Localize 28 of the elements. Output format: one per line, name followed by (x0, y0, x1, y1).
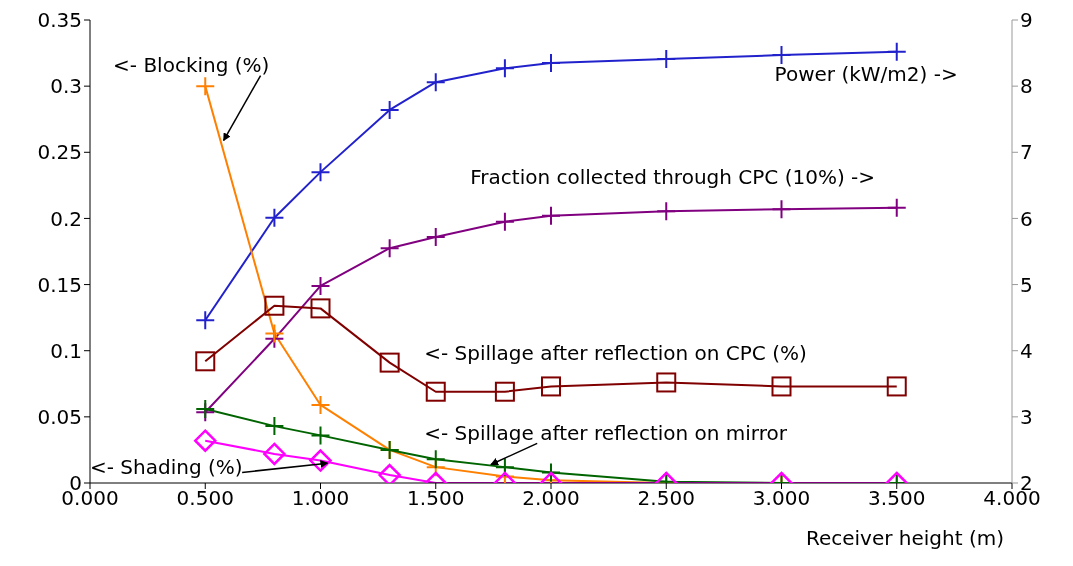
y-tick-label: 0.15 (37, 272, 82, 297)
y2-tick-label: 4 (1020, 338, 1033, 363)
annotation: <- Spillage after reflection on CPC (%) (424, 340, 807, 365)
y2-tick-label: 8 (1020, 74, 1033, 99)
y-tick-label: 0.3 (50, 74, 82, 99)
annotation: <- Shading (%) (90, 454, 243, 479)
y2-tick-label: 3 (1020, 404, 1033, 429)
x-tick-label: 3.500 (868, 486, 926, 511)
x-axis-title: Receiver height (m) (805, 526, 1004, 550)
x-tick-label: 1.500 (407, 486, 465, 511)
y2-tick-label: 6 (1020, 206, 1033, 231)
y2-tick-label: 5 (1020, 272, 1033, 297)
annotation: Fraction collected through CPC (10%) -> (470, 165, 876, 190)
y2-tick-label: 9 (1020, 8, 1033, 33)
y-tick-label: 0.25 (37, 140, 82, 165)
annotation: <- Blocking (%) (113, 52, 270, 77)
y2-tick-label: 7 (1020, 140, 1033, 165)
y-tick-label: 0.05 (37, 404, 82, 429)
x-tick-label: 0.500 (176, 486, 234, 511)
y-tick-label: 0.1 (50, 338, 82, 363)
x-tick-label: 2.000 (522, 486, 580, 511)
x-tick-label: 1.000 (291, 486, 350, 511)
x-tick-label: 2.500 (637, 486, 695, 511)
annotation: <- Spillage after reflection on mirror (424, 420, 788, 445)
y-tick-label: 0.2 (50, 206, 82, 231)
x-tick-label: 3.000 (752, 486, 811, 511)
annotation: Power (kW/m2) -> (774, 62, 958, 87)
y-tick-label: 0.35 (37, 8, 82, 33)
